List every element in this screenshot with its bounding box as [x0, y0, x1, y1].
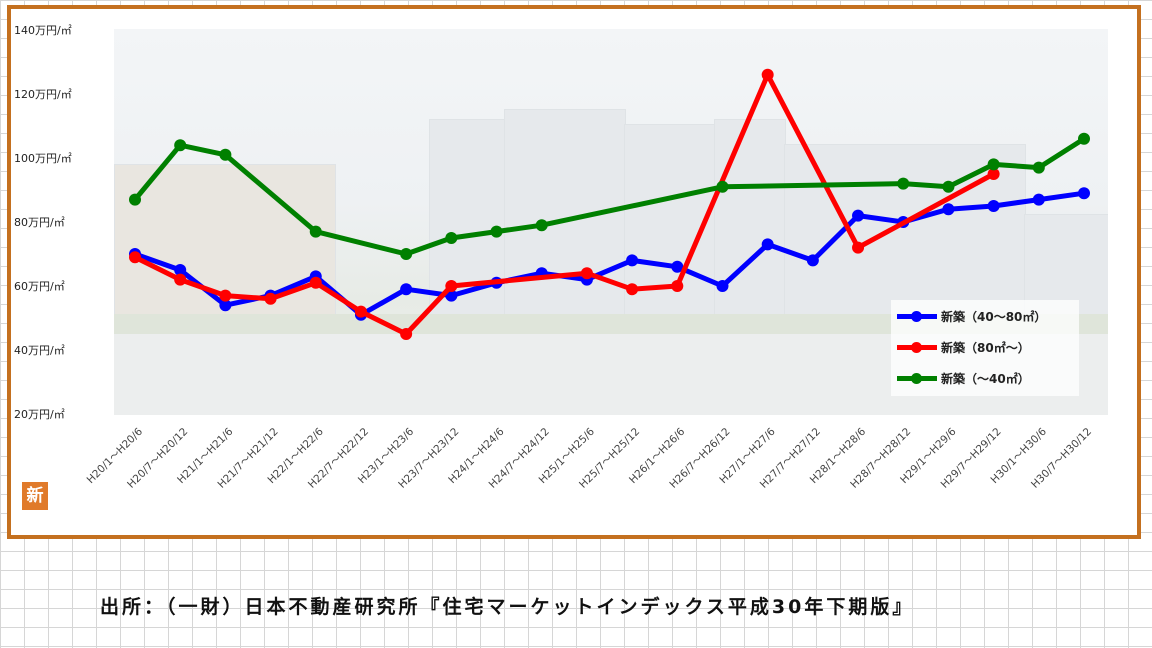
data-point [942, 180, 955, 193]
data-point [1032, 161, 1045, 174]
y-tick-label: 100万円/㎡ [14, 152, 72, 165]
y-tick-label: 140万円/㎡ [14, 24, 72, 37]
data-point [716, 180, 729, 193]
series-line [134, 190, 1085, 318]
legend-item: 新築（40～80㎡） [897, 306, 1046, 326]
data-point [1032, 193, 1045, 206]
data-point [852, 209, 865, 222]
data-point [174, 273, 187, 286]
data-point [309, 225, 322, 238]
data-point [626, 283, 639, 296]
data-point [1078, 132, 1090, 145]
chart-legend: 新築（40～80㎡） 新築（80㎡～） 新築（～40㎡） [891, 300, 1079, 396]
data-point [400, 283, 413, 296]
y-tick-label: 40万円/㎡ [14, 344, 65, 357]
data-point [761, 238, 774, 251]
data-point [174, 139, 187, 152]
legend-label: 新築（80㎡～） [941, 340, 1030, 355]
data-point [942, 203, 955, 216]
data-point [987, 168, 1000, 180]
data-point [445, 232, 458, 244]
data-point [354, 305, 367, 318]
y-tick-label: 20万円/㎡ [14, 408, 65, 421]
series-line [133, 136, 1086, 257]
y-tick-label: 80万円/㎡ [14, 216, 65, 229]
data-point [445, 280, 458, 292]
y-tick-label: 60万円/㎡ [14, 280, 65, 293]
legend-label: 新築（40～80㎡） [941, 309, 1047, 324]
data-point [671, 280, 684, 292]
data-point [987, 158, 1000, 171]
legend-item: 新築（80㎡～） [897, 337, 1030, 357]
data-point [400, 328, 413, 340]
y-tick-label: 120万円/㎡ [14, 88, 72, 101]
data-point [219, 289, 232, 302]
data-point [309, 276, 322, 289]
data-point [897, 177, 910, 190]
logo-badge: 新 [22, 482, 48, 510]
data-point [580, 267, 593, 280]
legend-label: 新築（～40㎡） [941, 371, 1030, 386]
data-point [174, 264, 187, 276]
data-point [671, 260, 684, 273]
data-point [129, 251, 141, 264]
data-point [761, 68, 774, 81]
data-point [626, 254, 639, 267]
data-point [219, 299, 232, 312]
data-point [219, 148, 232, 161]
data-point [129, 193, 141, 206]
data-point [1078, 187, 1090, 200]
data-point [852, 241, 865, 254]
data-point [535, 219, 548, 232]
data-point [987, 200, 1000, 212]
data-point [490, 225, 503, 238]
data-point [264, 292, 277, 305]
source-caption: 出所：（一財）日本不動産研究所『住宅マーケットインデックス平成30年下期版』 [100, 596, 915, 618]
data-point [716, 280, 729, 292]
legend-item: 新築（～40㎡） [897, 368, 1030, 388]
series-line [133, 72, 995, 337]
data-point [400, 248, 413, 260]
data-point [806, 254, 819, 267]
